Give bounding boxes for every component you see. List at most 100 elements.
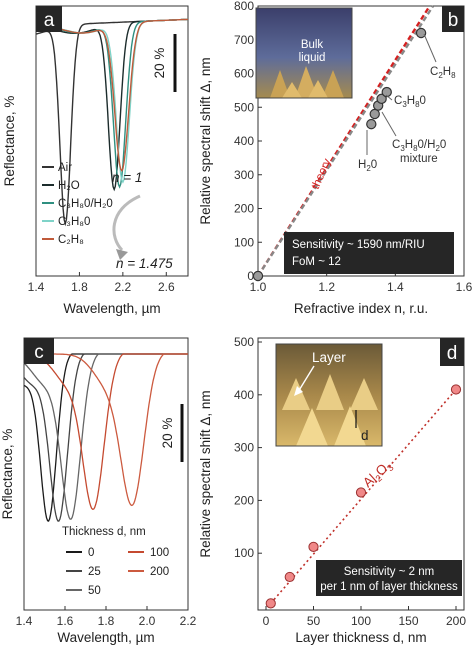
c-legend-label: 25 [88, 566, 101, 578]
d-ytick-label: 500 [234, 335, 254, 349]
a-annotation-bottom: n = 1.475 [116, 256, 173, 271]
b-ytick-label: 500 [234, 100, 254, 114]
d-xtick-label: 100 [351, 614, 371, 628]
panel-c-badge [24, 338, 54, 364]
b-ytick-label: 400 [234, 134, 254, 148]
d-xtick-label: 0 [263, 614, 270, 628]
d-inset-image: Layer d [275, 343, 383, 447]
b-point-2 [369, 108, 380, 120]
a-xtick-label: 1.8 [71, 280, 88, 294]
b-ytick-label: 100 [234, 235, 254, 249]
d-xlabel: Layer thickness d, nm [295, 630, 426, 645]
panel-b-letter: b [448, 10, 459, 31]
d-ytick-label: 200 [234, 493, 254, 507]
a-legend-label: C₂H₈ [58, 234, 84, 246]
b-inset-label: Bulk liquid [299, 39, 326, 64]
d-point-0 [265, 598, 276, 609]
b-label-mixture: C3H80/H20 [392, 139, 446, 153]
b-point-1 [366, 118, 377, 130]
panel-b: 0 100 200 300 400 500 600 700 800 1.0 1.2 1.4 1.6 R… [198, 0, 473, 316]
panel-d: 100 200 300 400 500 0 50 100 150 200 Layer thick… [198, 335, 466, 645]
c-legend-label: 100 [150, 547, 169, 559]
a-legend-label: H₂O [58, 180, 80, 192]
panel-c-letter: c [34, 342, 44, 363]
b-fit-line [256, 5, 435, 277]
b-ytick-label: 700 [234, 33, 254, 47]
b-xtick-label: 1.6 [456, 280, 473, 294]
panel-d-badge [440, 338, 464, 366]
a-annotation-top: n = 1 [112, 170, 142, 185]
b-theory-label: theory [310, 157, 334, 191]
d-xtick-label: 50 [307, 614, 321, 628]
a-legend-label: C₃H₈0/H₂0 [58, 198, 113, 210]
d-point-3 [355, 487, 367, 498]
b-label-h2o: H20 [358, 159, 377, 173]
b-ytick-label: 200 [234, 202, 254, 216]
panel-a: 1.4 1.8 2.2 2.6 Wavelength, µm Reflectance,… [2, 5, 189, 316]
c-xtick-label: 1.4 [16, 614, 33, 628]
d-xtick-label: 150 [398, 614, 418, 628]
b-xtick-label: 1.2 [318, 280, 335, 294]
b-point-4 [376, 93, 387, 105]
b-ylabel: Relative spectral shift Δ, nm [198, 57, 213, 224]
b-sensitivity-box [284, 232, 454, 274]
d-ytick-label: 400 [234, 388, 254, 402]
c-xlabel: Wavelength, µm [57, 630, 154, 645]
a-xtick-label: 2.2 [115, 280, 132, 294]
a-xtick-label: 2.6 [158, 280, 175, 294]
d-ytick-label: 300 [234, 441, 254, 455]
d-box-line1: Sensitivity ~ 2 nm [344, 566, 434, 578]
a-arrow [112, 194, 141, 252]
d-inset-label-d: d [361, 428, 369, 443]
a-xtick-label: 1.4 [28, 280, 45, 294]
d-point-1 [284, 571, 295, 583]
panel-b-badge [442, 6, 464, 32]
b-point-0 [252, 270, 264, 282]
d-line-label: Al2O3 [360, 457, 396, 491]
a-arrow-head [116, 249, 128, 260]
panel-c: 1.4 1.6 1.8 2.0 2.2 Wavelength, µm Reflectan… [0, 337, 197, 645]
panel-a-badge [36, 6, 62, 32]
b-xlabel: Refractive index n, r.u. [294, 301, 428, 316]
b-theory-line [256, 5, 431, 277]
d-sensitivity-box [316, 560, 462, 596]
c-curve-3 [23, 353, 188, 511]
b-label-mixture-2: mixture [400, 153, 438, 165]
panel-d-letter: d [447, 343, 458, 364]
b-ytick-label: 600 [234, 67, 254, 81]
d-ylabel: Relative spectral shift Δ, nm [198, 390, 213, 557]
a-legend-label: Air [58, 162, 72, 174]
b-label-c2h8: C2H8 [430, 66, 456, 80]
c-legend: 0 25 50 100 200 [66, 547, 169, 597]
c-scalebar-label: 20 % [160, 418, 175, 449]
c-xtick-label: 2.0 [139, 614, 156, 628]
b-ytick-label: 0 [247, 269, 254, 283]
d-point-4 [450, 384, 462, 395]
d-inset-label-layer: Layer [312, 350, 346, 365]
b-ytick-label: 800 [234, 0, 254, 13]
panel-a-letter: a [44, 10, 55, 31]
b-point-6 [415, 27, 427, 39]
c-legend-label: 200 [150, 566, 169, 578]
a-xlabel: Wavelength, µm [63, 301, 160, 316]
b-box-line1: Sensitivity ~ 1590 nm/RIU [292, 239, 425, 251]
b-label-c3h8o: C3H80 [394, 95, 426, 109]
c-xtick-label: 2.2 [180, 614, 197, 628]
d-xtick-label: 200 [446, 614, 466, 628]
b-box-line2: FoM ~ 12 [292, 256, 341, 268]
b-inset-image: Bulk liquid [255, 7, 353, 99]
c-xtick-label: 1.6 [57, 614, 74, 628]
b-xtick-label: 1.4 [387, 280, 404, 294]
c-legend-title: Thickness d, nm [62, 526, 146, 538]
b-xtick-label: 1.0 [250, 280, 267, 294]
a-ylabel: Reflectance, % [2, 96, 17, 187]
d-box-line2: per 1 nm of layer thickness [320, 581, 458, 593]
d-point-2 [308, 541, 319, 552]
c-ylabel: Reflectance, % [0, 429, 15, 520]
c-xtick-label: 1.8 [98, 614, 115, 628]
a-legend: Air H₂O C₃H₈0/H₂0 C₃H₈0 C₂H₈ [42, 162, 113, 246]
d-ytick-label: 100 [234, 546, 254, 560]
b-ytick-label: 300 [234, 168, 254, 182]
c-legend-label: 50 [88, 585, 101, 597]
